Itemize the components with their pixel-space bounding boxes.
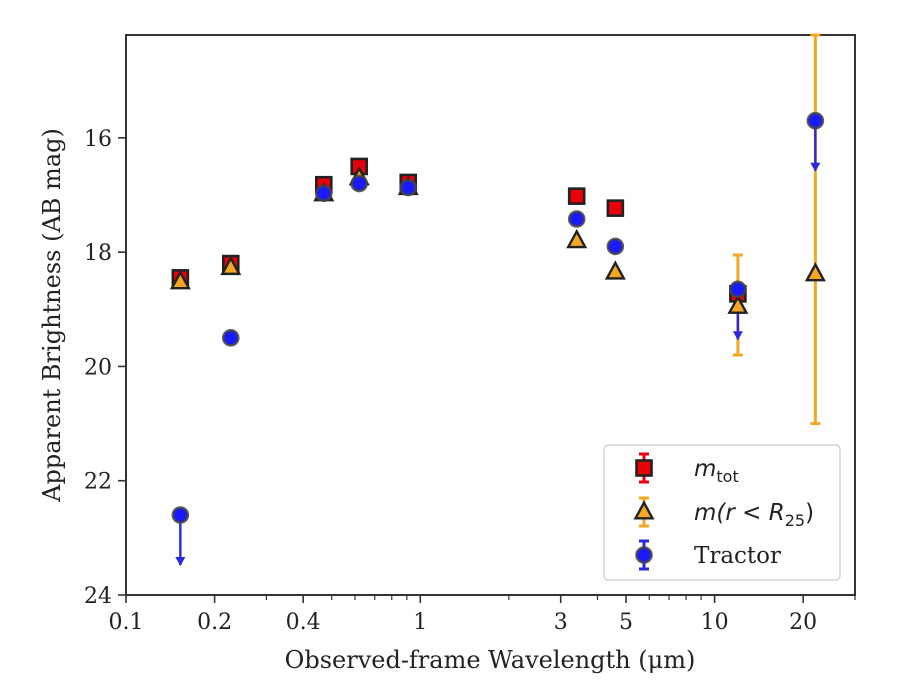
data-point-circle	[729, 280, 747, 299]
data-point-circle	[567, 210, 586, 228]
x-axis-title: Observed-frame Wavelength (μm)	[285, 646, 696, 674]
data-point-circle	[350, 174, 368, 193]
data-point-triangle	[566, 228, 588, 249]
legend-box	[603, 444, 841, 581]
data-point-circle	[806, 111, 825, 130]
data-point-circle	[399, 178, 418, 197]
axis-ticks: 0.1 0.2 0.4 1 3 5 10 20 16 18 20 22 24	[84, 127, 856, 635]
upper-limit-arrowhead	[732, 331, 743, 341]
data-point-square	[567, 187, 586, 205]
y-axis-title: Apparent Brightness (AB mag)	[38, 128, 66, 503]
data-point-circle	[171, 506, 190, 524]
y-tick-label: 18	[84, 241, 112, 266]
y-tick-label: 24	[84, 584, 112, 609]
legend-label: mtot	[694, 456, 739, 486]
y-tick-label: 20	[84, 355, 112, 380]
x-tick-label: 20	[789, 610, 817, 635]
data-markers	[169, 111, 826, 524]
legend-marker-triangle	[633, 500, 655, 520]
legend-marker-circle	[635, 546, 653, 564]
y-tick-label: 22	[84, 470, 112, 495]
x-tick-label: 10	[701, 610, 729, 635]
upper-limit-arrowhead	[810, 162, 821, 172]
data-point-circle	[221, 329, 240, 347]
y-tick-label: 16	[84, 127, 112, 152]
x-tick-label: 3	[554, 610, 568, 635]
x-tick-label: 1	[413, 610, 427, 635]
x-tick-label: 0.2	[197, 610, 232, 635]
data-point-circle	[606, 237, 625, 256]
data-point-triangle	[604, 260, 626, 280]
legend: mtot m(r < R25) Tractor	[603, 444, 841, 581]
data-point-circle	[314, 184, 333, 203]
data-point-triangle	[727, 294, 749, 314]
data-point-triangle	[220, 255, 242, 276]
x-tick-label: 0.1	[109, 610, 144, 635]
data-point-triangle	[169, 270, 191, 290]
legend-label: m(r < R25)	[694, 500, 814, 530]
legend-label: Tractor	[694, 543, 781, 569]
upper-limit-arrowhead	[175, 557, 186, 566]
data-point-square	[606, 199, 625, 217]
x-tick-label: 5	[619, 610, 633, 635]
data-point-triangle	[804, 262, 826, 282]
x-tick-label: 0.4	[286, 610, 321, 635]
legend-marker-square	[635, 459, 653, 477]
error-bars	[175, 33, 821, 566]
